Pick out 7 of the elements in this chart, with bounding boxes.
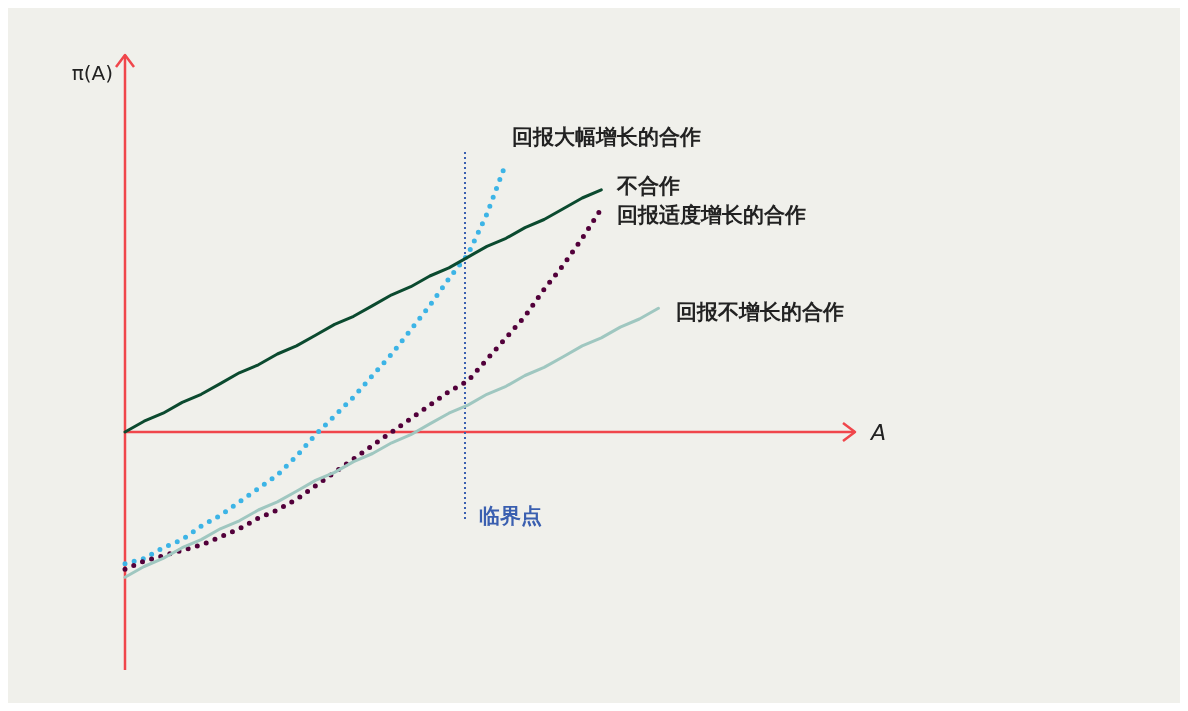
y-axis-title: π(A) (71, 61, 113, 85)
series-label: 回报适度增长的合作 (617, 202, 807, 227)
series-label: 回报不增长的合作 (676, 300, 845, 325)
series-label: 不合作 (616, 173, 681, 198)
text: A (869, 420, 887, 445)
annotation: 临界点 (479, 504, 542, 528)
series-label: 回报大幅增长的合作 (512, 125, 701, 149)
